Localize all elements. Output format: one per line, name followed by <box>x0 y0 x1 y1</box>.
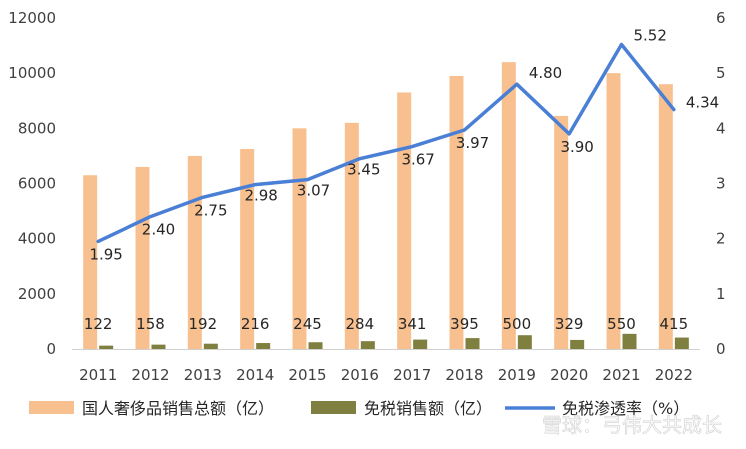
x-tick-label: 2011 <box>79 366 117 384</box>
rate-value-label: 2.98 <box>244 187 277 205</box>
rate-value-label: 2.40 <box>142 221 175 239</box>
rate-value-label: 3.45 <box>347 161 380 179</box>
rate-value-label: 5.52 <box>634 26 667 44</box>
rate-line <box>96 42 676 244</box>
y-left-tick-label: 8000 <box>18 119 56 137</box>
bar-luxury-total <box>292 128 307 349</box>
bar-duty-free <box>308 342 323 349</box>
duty-free-value-label: 500 <box>503 315 532 333</box>
y-left-tick-label: 6000 <box>18 175 56 193</box>
bar-luxury-total <box>658 84 673 349</box>
legend-label-rate: 免税渗透率（%） <box>562 399 689 418</box>
bar-luxury-total <box>135 166 150 349</box>
bar-luxury-total <box>606 73 621 350</box>
rate-value-label: 3.90 <box>560 138 593 156</box>
bar-luxury-total <box>449 75 464 350</box>
duty-free-value-label: 245 <box>293 315 322 333</box>
y-right-tick-label: 1 <box>716 285 726 303</box>
legend: 国人奢侈品销售总额（亿） 免税销售额（亿） 免税渗透率（%） <box>29 399 689 418</box>
rate-value-label: 3.67 <box>401 151 434 169</box>
x-tick-label: 2020 <box>550 366 588 384</box>
bar-duty-free <box>570 339 585 349</box>
bar-duty-free <box>256 343 271 349</box>
y-right-tick-label: 4 <box>716 119 726 137</box>
bar-duty-free <box>99 345 114 349</box>
bar-duty-free <box>413 339 428 349</box>
bar-duty-free <box>360 341 375 349</box>
bar-duty-free <box>622 333 637 349</box>
y-left-tick-label: 10000 <box>8 64 56 82</box>
legend-label-duty-free: 免税销售额（亿） <box>364 399 492 418</box>
watermark: 雪球：弓伟大共成长 <box>542 413 723 438</box>
bar-luxury-total <box>554 115 569 349</box>
x-tick-label: 2022 <box>655 366 693 384</box>
y-left-tick-label: 12000 <box>8 9 56 27</box>
data-labels: 122 158 192 216 245 284 341 395 500 329 550 415 1.95… <box>84 26 719 333</box>
duty-free-value-label: 341 <box>398 315 427 333</box>
axes: 0 2000 4000 6000 8000 10000 12000 0 1 2 3 4 5 6 2011 20… <box>8 9 725 384</box>
rate-value-label: 3.97 <box>456 134 489 152</box>
duty-free-value-label: 284 <box>346 315 375 333</box>
bar-duty-free <box>674 337 689 349</box>
x-tick-label: 2021 <box>602 366 640 384</box>
x-tick-label: 2019 <box>498 366 536 384</box>
duty-free-value-label: 216 <box>241 315 270 333</box>
bar-duty-free <box>151 344 166 349</box>
x-tick-label: 2014 <box>236 366 274 384</box>
duty-free-value-label: 395 <box>450 315 479 333</box>
rate-value-label: 3.07 <box>297 182 330 200</box>
legend-swatch-duty-free <box>311 401 356 414</box>
duty-free-value-label: 329 <box>555 315 584 333</box>
y-right-tick-label: 3 <box>716 175 726 193</box>
x-tick-label: 2013 <box>184 366 222 384</box>
y-left-tick-label: 0 <box>46 340 56 358</box>
watermark-text: 雪球：弓伟大共成长 <box>542 413 722 437</box>
bar-luxury-total <box>501 62 516 350</box>
bar-duty-free <box>517 335 532 349</box>
bar-luxury-total <box>344 122 359 349</box>
bar-duty-free <box>203 343 218 349</box>
bar-luxury-total <box>187 155 202 349</box>
rate-value-label: 4.34 <box>686 94 719 112</box>
legend-swatch-luxury-total <box>29 401 74 414</box>
bar-luxury-total <box>83 175 98 349</box>
bar-luxury-total <box>397 92 412 349</box>
duty-free-value-label: 122 <box>84 315 113 333</box>
legend-label-luxury-total: 国人奢侈品销售总额（亿） <box>82 399 274 418</box>
x-tick-label: 2017 <box>393 366 431 384</box>
x-tick-label: 2016 <box>341 366 379 384</box>
y-right-tick-label: 6 <box>716 9 726 27</box>
x-tick-label: 2015 <box>288 366 326 384</box>
y-left-tick-label: 4000 <box>18 230 56 248</box>
rate-value-label: 1.95 <box>89 245 122 263</box>
x-tick-label: 2018 <box>445 366 483 384</box>
rate-value-label: 2.75 <box>194 201 227 219</box>
rate-value-label: 4.80 <box>529 64 562 82</box>
bar-duty-free <box>465 338 480 349</box>
duty-free-value-label: 158 <box>136 315 165 333</box>
y-left-tick-label: 2000 <box>18 285 56 303</box>
duty-free-value-label: 415 <box>660 315 689 333</box>
duty-free-value-label: 550 <box>607 315 636 333</box>
bar-luxury-total <box>240 149 255 349</box>
x-tick-label: 2012 <box>131 366 169 384</box>
y-right-tick-label: 5 <box>716 64 726 82</box>
rate-line-path <box>96 42 676 244</box>
y-right-tick-label: 2 <box>716 230 726 248</box>
bars <box>83 62 689 350</box>
y-right-tick-label: 0 <box>716 340 726 358</box>
duty-free-value-label: 192 <box>189 315 218 333</box>
